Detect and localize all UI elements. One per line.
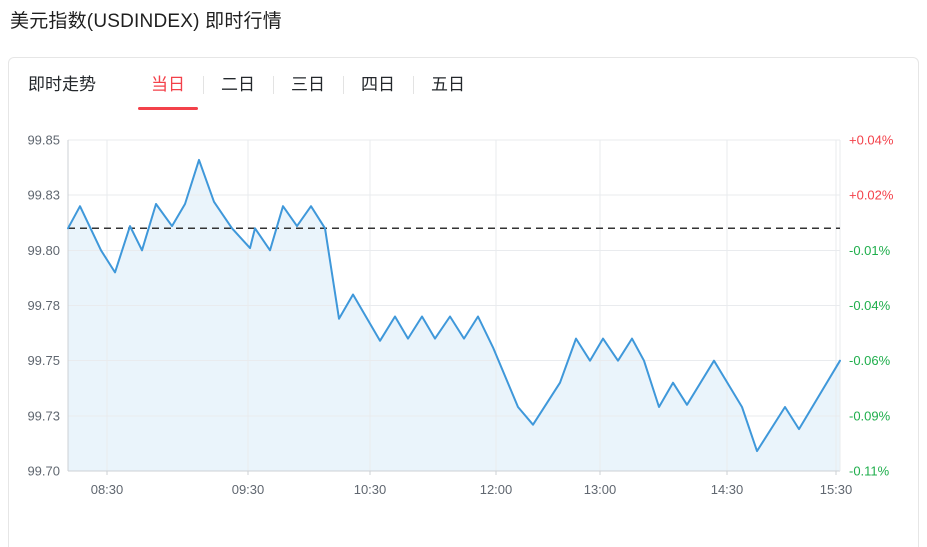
- period-tabbar: 即时走势 当日 二日 三日 四日 五日: [0, 63, 927, 110]
- price-axis-label: 99.75: [27, 353, 60, 368]
- price-axis-label: 99.85: [27, 133, 60, 148]
- percent-axis-label: -0.04%: [849, 298, 891, 313]
- time-axis-label: 10:30: [354, 482, 387, 497]
- period-tabs: 当日 二日 三日 四日 五日: [133, 63, 483, 110]
- tabbar-label: 即时走势: [28, 75, 96, 94]
- tab-day-2[interactable]: 二日: [203, 63, 273, 110]
- price-axis-label: 99.83: [27, 188, 60, 203]
- page-title: 美元指数(USDINDEX) 即时行情: [10, 11, 282, 32]
- price-axis-label: 99.70: [27, 464, 60, 479]
- tab-day-3[interactable]: 三日: [273, 63, 343, 110]
- time-axis-label: 13:00: [584, 482, 617, 497]
- percent-axis-label: +0.02%: [849, 188, 894, 203]
- time-axis-label: 08:30: [91, 482, 124, 497]
- tab-day-1[interactable]: 当日: [133, 63, 203, 110]
- percent-axis-label: -0.11%: [849, 464, 890, 479]
- price-axis-label: 99.80: [27, 243, 60, 258]
- percent-axis-label: -0.06%: [849, 353, 891, 368]
- percent-axis-label: -0.09%: [849, 408, 891, 423]
- time-axis-label: 09:30: [232, 482, 265, 497]
- percent-axis-label: -0.01%: [849, 243, 891, 258]
- price-line: [67, 158, 841, 453]
- percent-axis-label: +0.04%: [849, 133, 894, 148]
- time-axis-label: 15:30: [820, 482, 853, 497]
- tab-day-4[interactable]: 四日: [343, 63, 413, 110]
- tab-day-5[interactable]: 五日: [413, 63, 483, 110]
- price-axis-label: 99.78: [27, 298, 60, 313]
- time-axis-label: 14:30: [711, 482, 744, 497]
- price-axis-label: 99.73: [27, 408, 60, 423]
- time-axis-label: 12:00: [480, 482, 513, 497]
